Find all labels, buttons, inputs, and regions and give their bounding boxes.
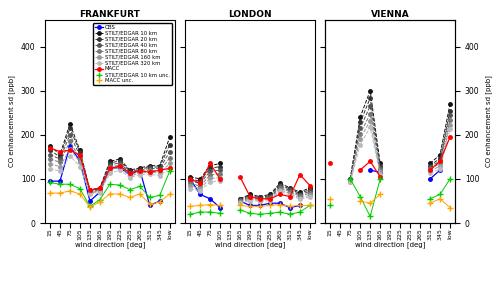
Y-axis label: CO enhancement sd [ppb]: CO enhancement sd [ppb] bbox=[485, 76, 492, 168]
Y-axis label: CO enhancement sd [ppb]: CO enhancement sd [ppb] bbox=[8, 76, 15, 168]
Title: VIENNA: VIENNA bbox=[371, 10, 410, 19]
Title: FRANKFURT: FRANKFURT bbox=[80, 10, 140, 19]
X-axis label: wind direction [deg]: wind direction [deg] bbox=[74, 241, 145, 248]
Legend: OBS, STILT/EDGAR 10 km, STILT/EDGAR 20 km, STILT/EDGAR 40 km, STILT/EDGAR 80 km,: OBS, STILT/EDGAR 10 km, STILT/EDGAR 20 k… bbox=[94, 23, 172, 86]
Title: LONDON: LONDON bbox=[228, 10, 272, 19]
X-axis label: wind direction [deg]: wind direction [deg] bbox=[215, 241, 285, 248]
X-axis label: wind direction [deg]: wind direction [deg] bbox=[355, 241, 426, 248]
